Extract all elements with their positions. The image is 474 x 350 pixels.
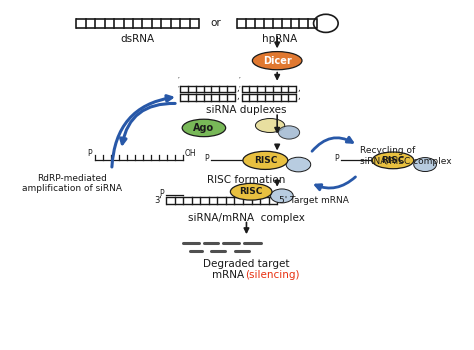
Ellipse shape [255, 119, 285, 132]
Text: ′: ′ [239, 85, 241, 94]
Text: RISC: RISC [239, 187, 263, 196]
Text: ′: ′ [239, 77, 241, 86]
Text: ′: ′ [178, 77, 179, 86]
Text: dsRNA: dsRNA [121, 34, 155, 44]
Text: Ago: Ago [193, 123, 214, 133]
Ellipse shape [286, 157, 311, 172]
Text: siRNA/mRNA  complex: siRNA/mRNA complex [188, 213, 305, 223]
Text: Recycling of
siRNA/RISC complex: Recycling of siRNA/RISC complex [360, 146, 452, 166]
Ellipse shape [372, 152, 414, 169]
Text: mRNA: mRNA [212, 270, 247, 280]
Text: RISC formation: RISC formation [207, 175, 286, 185]
Text: Dicer: Dicer [263, 56, 292, 66]
Text: ,: , [298, 92, 300, 101]
Text: P: P [159, 189, 164, 198]
Text: siRNA duplexes: siRNA duplexes [206, 105, 287, 115]
Ellipse shape [271, 189, 293, 203]
Text: ,: , [236, 92, 239, 101]
Ellipse shape [182, 119, 226, 136]
Text: ,: , [298, 84, 300, 93]
Text: OH: OH [185, 148, 197, 158]
Text: RISC: RISC [254, 156, 277, 165]
Text: ′: ′ [178, 85, 179, 94]
Text: Degraded target: Degraded target [203, 259, 290, 270]
Ellipse shape [243, 151, 288, 169]
Text: (silencing): (silencing) [246, 270, 300, 280]
Ellipse shape [252, 51, 302, 70]
Ellipse shape [414, 158, 437, 172]
Text: RdRP-mediated
amplification of siRNA: RdRP-mediated amplification of siRNA [22, 174, 122, 194]
Ellipse shape [230, 183, 272, 200]
Text: RISC: RISC [381, 156, 405, 165]
Ellipse shape [278, 126, 300, 139]
Text: ,: , [236, 84, 239, 93]
Text: P: P [334, 154, 338, 163]
Text: P: P [204, 154, 209, 163]
Text: P: P [87, 148, 91, 158]
Text: 3': 3' [155, 196, 162, 205]
Text: or: or [210, 18, 221, 28]
Text: 5' Target mRNA: 5' Target mRNA [279, 196, 348, 205]
Text: hpRNA: hpRNA [262, 34, 297, 44]
